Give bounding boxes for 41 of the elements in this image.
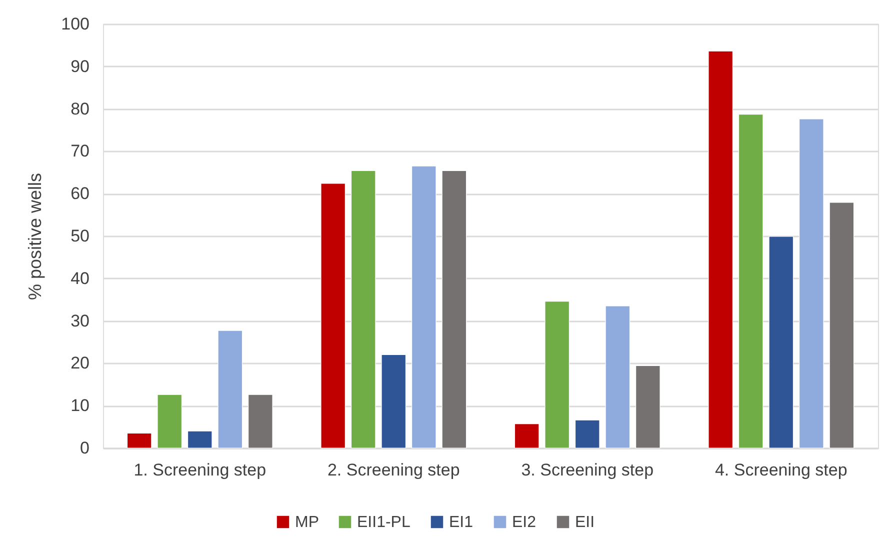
bar (381, 354, 406, 448)
y-axis-title: % positive wells (25, 172, 46, 300)
bar (605, 306, 630, 448)
y-tick-label: 70 (70, 142, 90, 161)
bar (218, 330, 243, 448)
y-tick-label: 50 (70, 226, 90, 246)
bar (126, 432, 152, 448)
legend-label: MP (295, 514, 319, 531)
bar (442, 170, 467, 448)
x-tick-label: 1. Screening step (134, 460, 266, 480)
bar (350, 170, 376, 448)
bar (187, 430, 212, 448)
y-tick-label: 30 (70, 311, 90, 330)
y-tick-label: 40 (70, 268, 90, 288)
bar (738, 114, 764, 448)
y-tick-label: 60 (70, 184, 90, 204)
bar (320, 183, 346, 448)
legend-label: EI1 (449, 514, 474, 531)
y-tick-label: 80 (70, 99, 90, 118)
bar (514, 424, 540, 448)
x-tick-label: 3. Screening step (521, 460, 654, 480)
bar (574, 420, 600, 448)
y-tick-label: 0 (80, 438, 90, 458)
y-tick-label: 20 (70, 354, 90, 373)
bar (248, 394, 273, 448)
x-tick-label: 4. Screening step (714, 460, 848, 480)
legend-label: EI2 (512, 514, 536, 531)
bar (829, 202, 854, 448)
bar (544, 300, 570, 448)
bar (708, 50, 733, 448)
y-tick-label: 100 (61, 14, 90, 34)
legend-label: EII (575, 514, 595, 531)
legend-label: EII1-PL (357, 514, 410, 531)
y-tick-label: 10 (70, 396, 90, 416)
bar (636, 365, 660, 448)
y-tick-label: 90 (70, 56, 90, 76)
bar (798, 118, 824, 448)
bar (157, 394, 182, 448)
x-tick-label: 2. Screening step (327, 460, 460, 480)
bar (768, 236, 794, 448)
bar (411, 166, 436, 448)
